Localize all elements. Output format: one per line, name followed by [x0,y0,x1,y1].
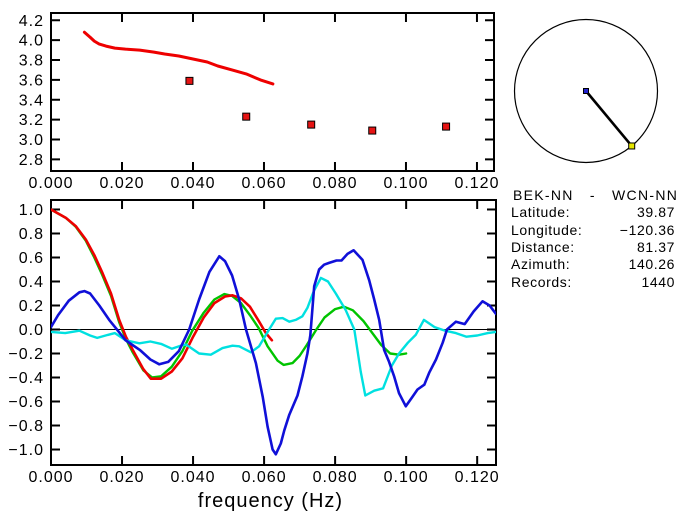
station-info-row: Longitude: −120.36 [511,222,675,239]
distance-label: Distance: [511,239,575,255]
velocity-picks-marker [307,120,316,129]
x-tick-label: 0.080 [313,469,358,486]
station-info-row: Distance: 81.37 [511,239,675,256]
azimuth-line [585,90,633,147]
y-tick-label: 4.0 [19,33,44,50]
x-tick-label: 0.060 [242,469,287,486]
velocity-picks-marker [242,112,251,121]
y-tick-label: 0.8 [19,226,44,243]
longitude-value: −120.36 [619,221,675,238]
y-tick-label: 3.8 [19,53,44,70]
x-tick-label: 0.000 [28,175,73,192]
x-tick-label: 0.080 [312,175,357,192]
x-tick-label: 0.120 [454,175,499,192]
x-tick-label: 0.100 [383,175,428,192]
station-info-row: Azimuth: 140.26 [511,256,675,273]
receiver-station-dot [628,142,636,150]
y-tick-label: 2.8 [19,152,44,169]
y-tick-label: 1.0 [19,202,44,219]
distance-value: 81.37 [636,239,675,255]
station-info-row: Latitude: 39.87 [511,204,675,221]
records-label: Records: [511,273,572,290]
y-tick-label: 3.0 [19,132,44,149]
x-tick-label: 0.040 [171,469,216,486]
corr-green-line [51,208,408,379]
azimuth-label: Azimuth: [511,256,571,273]
y-tick-label: 3.2 [19,112,44,129]
velocity-picks-marker [442,122,451,131]
y-tick-label: 0.2 [19,298,44,315]
corr-blue-line [51,249,496,456]
dispersion-plot-frame [50,12,495,172]
x-tick-label: 0.000 [28,469,73,486]
y-tick-label: −0.2 [8,346,44,363]
x-tick-label: 0.040 [170,175,215,192]
y-tick-label: 0.4 [19,274,44,291]
station-info-row: Records: 1440 [511,274,675,291]
azimuth-circle [513,18,659,164]
y-tick-label: 0.0 [19,322,44,339]
dispersion-chart: 0.000 0.020 0.040 0.060 0.080 0.100 0.120 2.8 3.… [19,12,499,192]
y-tick-label: 3.6 [19,72,44,89]
y-tick-label: −0.4 [8,370,44,387]
records-value: 1440 [641,273,675,290]
corr-red-line [51,208,274,381]
x-axis-label: frequency (Hz) [198,490,343,512]
station-info-panel: BEK-NN - WCN-NN Latitude: 39.87 Longitud… [511,187,679,291]
y-tick-label: 3.4 [19,92,44,109]
x-tick-label: 0.100 [384,469,429,486]
corr-cyan-line [51,276,496,397]
x-tick-label: 0.120 [455,469,500,486]
y-tick-label: −0.6 [8,394,44,411]
group-velocity-curve-line [82,30,275,86]
longitude-label: Longitude: [511,221,583,238]
y-tick-label: 4.2 [19,13,44,30]
azimuth-value: 140.26 [628,256,675,273]
correlation-chart: 0.000 0.020 0.040 0.060 0.080 0.100 0.120 −1.0 −… [8,199,500,512]
x-tick-label: 0.020 [100,469,145,486]
station-pair-title: BEK-NN - WCN-NN [513,187,679,203]
latitude-label: Latitude: [511,204,571,221]
velocity-picks-marker [368,126,377,135]
y-tick-label: −0.8 [8,418,44,435]
y-tick-label: −1.0 [8,442,44,459]
velocity-picks-marker [185,76,194,85]
x-tick-label: 0.060 [241,175,286,192]
source-station-dot [583,88,589,94]
latitude-value: 39.87 [636,204,675,221]
y-tick-label: 0.6 [19,250,44,267]
station-azimuth-map [513,18,659,164]
x-tick-label: 0.020 [99,175,144,192]
